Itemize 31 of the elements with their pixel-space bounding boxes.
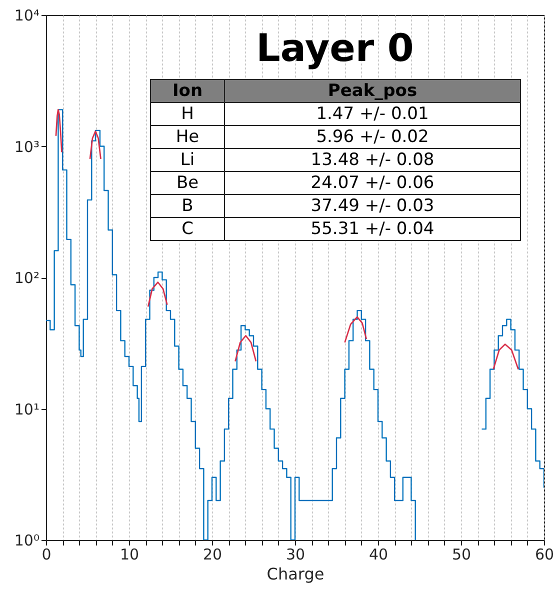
annotation: 24.07 +/- 0.06 [224, 172, 520, 194]
annotation: 37.49 +/- 0.03 [224, 194, 520, 218]
x-tick-label: 50 [452, 546, 472, 564]
x-tick-label: 10 [120, 546, 140, 564]
annotation: 5.96 +/- 0.02 [224, 126, 520, 148]
x-tick-label: 0 [42, 546, 52, 564]
line-series [55, 108, 62, 153]
annotation: 55.31 +/- 0.04 [224, 218, 520, 240]
annotation: Ion [150, 80, 224, 102]
y-tick-label: 10¹ [14, 400, 40, 418]
annotation: Be [150, 172, 224, 194]
x-tick-label: 40 [368, 546, 388, 564]
y-tick-label: 10³ [14, 138, 40, 156]
x-tick-label: 20 [202, 546, 222, 564]
annotation: 13.48 +/- 0.08 [224, 148, 520, 172]
chart-title: Layer 0 [255, 26, 415, 70]
line-series [344, 316, 368, 344]
y-tick-label: 10⁰ [14, 532, 40, 550]
annotation: B [150, 194, 224, 218]
annotation: H [150, 102, 224, 126]
x-tick-label: 30 [286, 546, 306, 564]
x-tick-label: 60 [534, 546, 554, 564]
y-tick-label: 10² [14, 269, 40, 287]
annotation: C [150, 218, 224, 240]
line-series [147, 282, 168, 308]
annotation: Peak_pos [224, 80, 520, 102]
annotation: 1.47 +/- 0.01 [224, 102, 520, 126]
annotation: He [150, 126, 224, 148]
x-axis-title: Charge [266, 564, 324, 584]
y-tick-label: 10⁴ [14, 6, 40, 24]
annotation: Li [150, 148, 224, 172]
